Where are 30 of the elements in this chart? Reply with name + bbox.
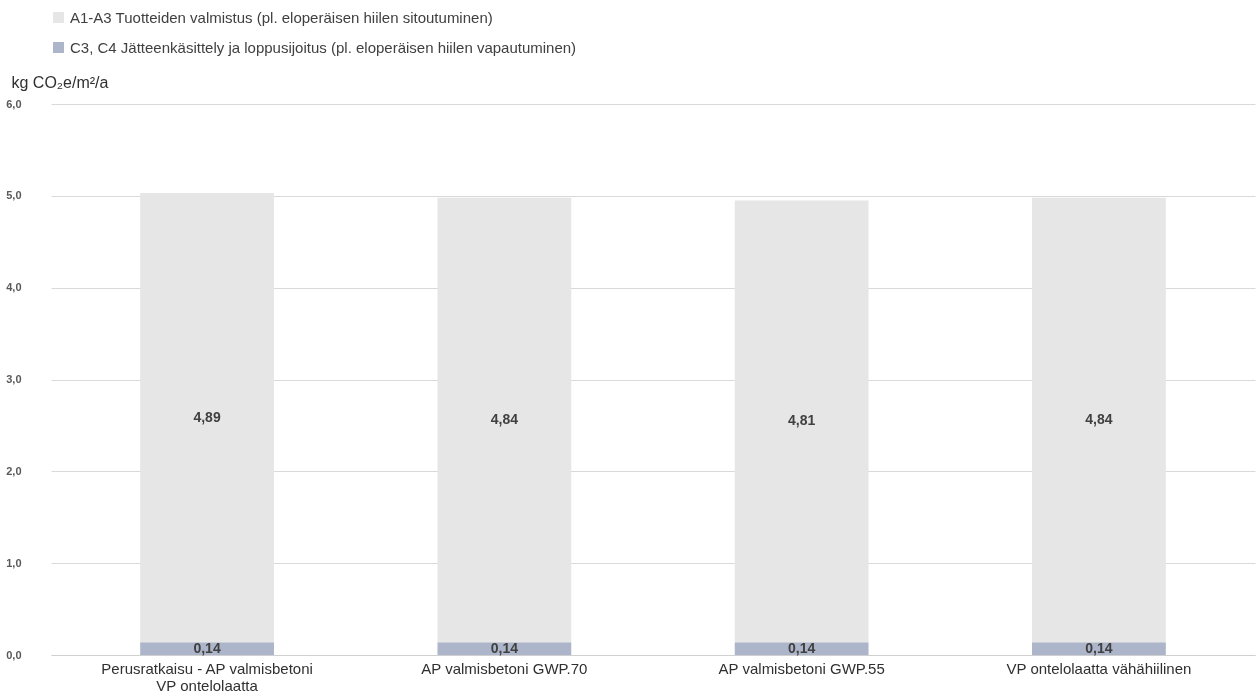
bar xyxy=(140,642,274,655)
x-tick-label: Perusratkaisu - AP valmisbetoni VP ontelolaatta xyxy=(101,659,313,694)
bar xyxy=(1032,197,1166,643)
data-label: 0,14 xyxy=(490,639,519,656)
data-label: 4,81 xyxy=(788,412,816,429)
bar xyxy=(140,193,274,643)
y-tick-label: 0,0 xyxy=(6,648,22,661)
data-label: 4,84 xyxy=(1085,410,1113,427)
y-tick-label: 6,0 xyxy=(6,97,22,110)
y-tick-label: 2,0 xyxy=(6,464,22,477)
x-tick-label: AP valmisbetoni GWP.70 xyxy=(421,659,588,677)
x-tick-label: AP valmisbetoni GWP.55 xyxy=(718,659,885,677)
data-label: 0,14 xyxy=(788,639,816,656)
legend-label: C3, C4 Jätteenkäsittely ja loppusijoitus (pl. eloperäisen hiilen vapautuminen) xyxy=(70,38,577,56)
bar xyxy=(1032,642,1166,655)
y-axis-title: kg CO₂e/m²/a xyxy=(11,73,109,91)
data-label: 0,14 xyxy=(193,639,221,656)
data-label: 4,89 xyxy=(193,408,221,425)
y-tick-label: 4,0 xyxy=(6,281,22,294)
y-tick-label: 5,0 xyxy=(6,189,22,202)
y-tick-label: 3,0 xyxy=(6,373,22,385)
bar xyxy=(734,200,869,643)
bar xyxy=(437,642,572,655)
bar xyxy=(734,642,869,655)
bar xyxy=(437,197,572,643)
x-tick-label: VP ontelolaatta vähähiilinen xyxy=(1006,659,1192,677)
y-tick-label: 1,0 xyxy=(6,556,22,569)
data-label: 0,14 xyxy=(1085,639,1113,656)
legend-label: A1-A3 Tuotteiden valmistus (pl. eloperäisen hiilen sitoutuminen) xyxy=(70,8,493,26)
data-label: 4,84 xyxy=(490,410,519,427)
